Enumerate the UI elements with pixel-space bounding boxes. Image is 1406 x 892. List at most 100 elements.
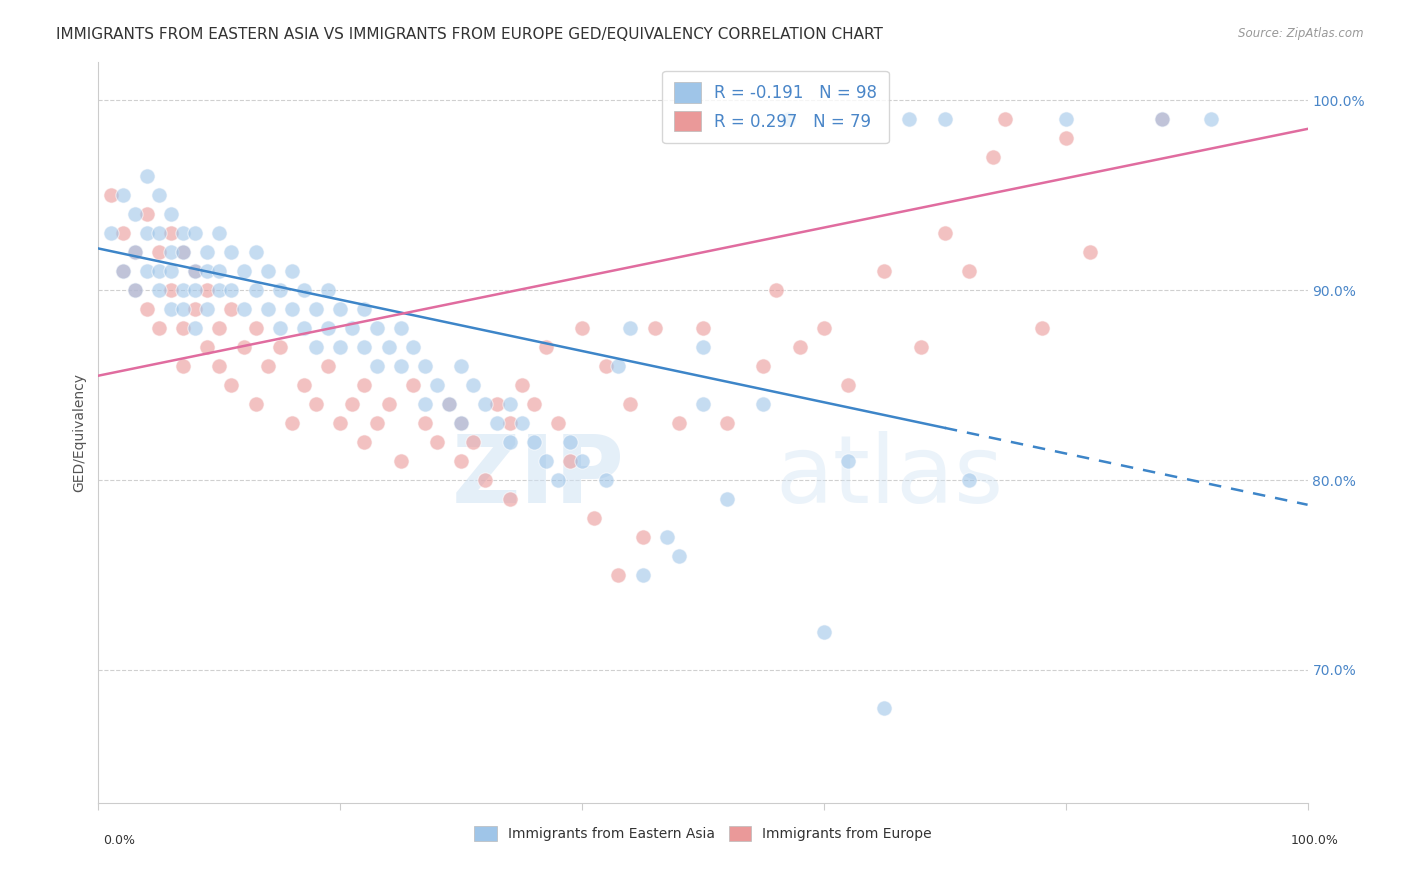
Point xyxy=(305,302,328,317)
Point xyxy=(655,530,678,544)
Point xyxy=(172,321,194,335)
Point xyxy=(595,473,617,487)
Point xyxy=(377,340,399,354)
Point xyxy=(1152,112,1174,127)
Point xyxy=(124,245,146,260)
Point xyxy=(135,169,157,184)
Point xyxy=(776,112,799,127)
Point xyxy=(776,112,799,127)
Point xyxy=(232,340,254,354)
Point xyxy=(595,359,617,374)
Point xyxy=(195,340,218,354)
Point xyxy=(789,340,811,354)
Point xyxy=(316,321,339,335)
Point xyxy=(450,454,472,468)
Point xyxy=(100,227,122,241)
Point xyxy=(160,264,183,278)
Point xyxy=(934,112,956,127)
Point xyxy=(752,397,775,411)
Point xyxy=(873,701,896,715)
Point xyxy=(910,340,932,354)
Point xyxy=(607,568,630,582)
Legend: Immigrants from Eastern Asia, Immigrants from Europe: Immigrants from Eastern Asia, Immigrants… xyxy=(467,819,939,847)
Point xyxy=(100,188,122,202)
Point xyxy=(305,397,328,411)
Point xyxy=(184,302,207,317)
Point xyxy=(281,264,304,278)
Point xyxy=(208,359,231,374)
Point xyxy=(498,491,520,506)
Point xyxy=(426,378,449,392)
Point xyxy=(498,435,520,450)
Point xyxy=(402,378,425,392)
Point xyxy=(160,302,183,317)
Point xyxy=(245,283,267,297)
Point xyxy=(221,302,243,317)
Point xyxy=(221,245,243,260)
Point xyxy=(510,416,533,430)
Point xyxy=(558,454,581,468)
Point xyxy=(208,321,231,335)
Point xyxy=(245,397,267,411)
Point xyxy=(353,378,375,392)
Point xyxy=(619,397,641,411)
Point xyxy=(631,568,654,582)
Point xyxy=(172,245,194,260)
Point xyxy=(160,227,183,241)
Point xyxy=(160,207,183,221)
Point xyxy=(329,416,352,430)
Point xyxy=(583,511,606,525)
Point xyxy=(256,302,278,317)
Point xyxy=(316,359,339,374)
Point xyxy=(292,321,315,335)
Point xyxy=(124,283,146,297)
Point xyxy=(256,359,278,374)
Point xyxy=(837,454,859,468)
Point xyxy=(716,491,738,506)
Point xyxy=(172,283,194,297)
Point xyxy=(353,340,375,354)
Point xyxy=(523,435,546,450)
Point xyxy=(1152,112,1174,127)
Point xyxy=(1031,321,1053,335)
Point xyxy=(221,283,243,297)
Point xyxy=(111,264,134,278)
Point xyxy=(329,302,352,317)
Point xyxy=(111,264,134,278)
Point xyxy=(413,359,436,374)
Point xyxy=(184,321,207,335)
Point xyxy=(148,283,170,297)
Point xyxy=(342,321,364,335)
Point xyxy=(437,397,460,411)
Point xyxy=(437,397,460,411)
Point xyxy=(135,264,157,278)
Point xyxy=(644,321,666,335)
Point xyxy=(402,340,425,354)
Point xyxy=(957,264,980,278)
Point xyxy=(607,359,630,374)
Point xyxy=(450,416,472,430)
Point xyxy=(366,359,388,374)
Point xyxy=(426,435,449,450)
Point xyxy=(148,227,170,241)
Point xyxy=(366,416,388,430)
Point xyxy=(389,359,412,374)
Point xyxy=(124,245,146,260)
Point xyxy=(413,397,436,411)
Point xyxy=(148,264,170,278)
Point xyxy=(450,359,472,374)
Point xyxy=(1078,245,1101,260)
Point xyxy=(837,378,859,392)
Point xyxy=(342,397,364,411)
Point xyxy=(184,227,207,241)
Point xyxy=(558,435,581,450)
Point xyxy=(221,378,243,392)
Point xyxy=(498,397,520,411)
Point xyxy=(692,397,714,411)
Point xyxy=(523,397,546,411)
Text: 100.0%: 100.0% xyxy=(1291,834,1339,847)
Point xyxy=(389,321,412,335)
Point xyxy=(571,454,593,468)
Point xyxy=(124,207,146,221)
Text: ZIP: ZIP xyxy=(451,431,624,523)
